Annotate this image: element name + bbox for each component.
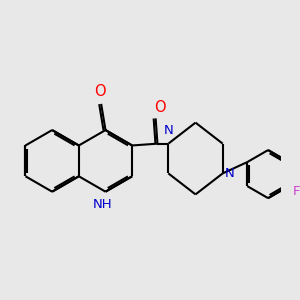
Text: F: F [293,185,300,198]
Text: N: N [164,124,173,137]
Text: O: O [154,100,166,115]
Text: N: N [224,167,234,180]
Text: NH: NH [93,198,112,211]
Text: O: O [94,84,106,99]
